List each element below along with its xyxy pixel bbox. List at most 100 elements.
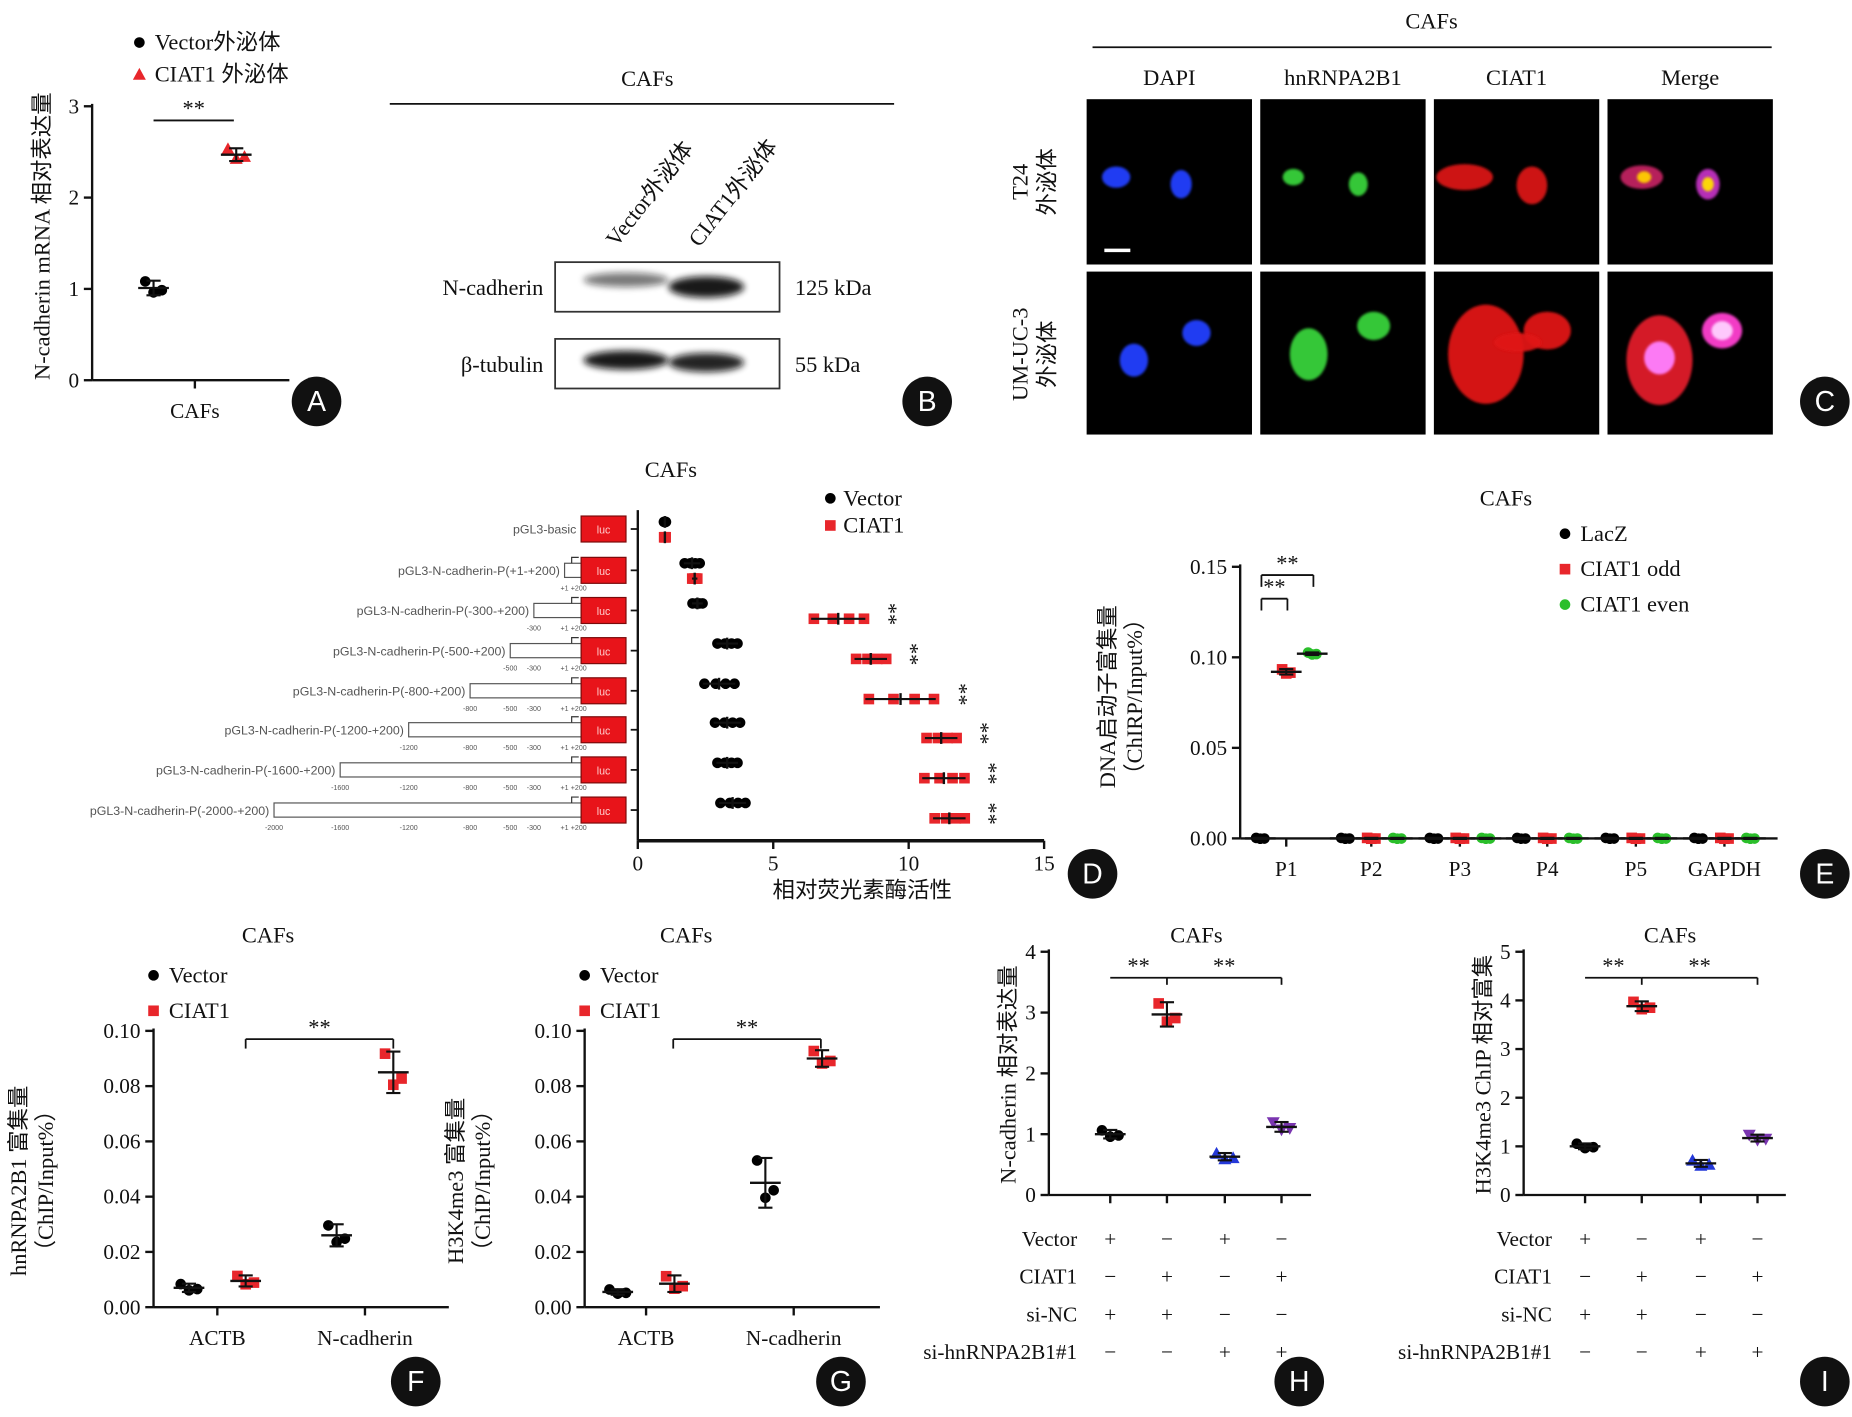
row-label: T24 [1008, 164, 1033, 200]
chart-title: CAFs [660, 922, 712, 947]
panel-letter-badge [1800, 376, 1850, 427]
cell-signal [1436, 164, 1493, 191]
legend-label: LacZ [1580, 521, 1627, 546]
row-label: 外泌体 [1035, 148, 1060, 215]
construct-row: -1200 -800 -500 -300 +1 +200 luc [400, 716, 627, 752]
significance-label: ** [877, 603, 902, 625]
data-point [1759, 1133, 1773, 1146]
y-tick-label: 3 [1500, 1037, 1511, 1061]
micrograph-hnrnpa2b1 [1260, 99, 1426, 265]
panel-letter-badge [1067, 849, 1118, 899]
lane-label: CIAT1外泌体 [683, 135, 782, 251]
treatment-value: − [1636, 1340, 1648, 1364]
construct-coordinate: -300 [527, 784, 541, 792]
blot-title: CAFs [621, 66, 673, 91]
data-point [232, 1270, 243, 1282]
luciferase-box [580, 556, 627, 584]
tss-arrow-icon [571, 637, 579, 644]
y-axis-label: DNA启动子富集量 [1095, 605, 1120, 788]
panel-letter-badge [1800, 1356, 1850, 1407]
treatment-value: − [1752, 1227, 1764, 1251]
treatment-value: + [1579, 1227, 1591, 1251]
y-tick-label: 0.06 [103, 1129, 140, 1153]
construct-row: -500 -300 +1 +200 luc [503, 637, 627, 673]
treatment-value: − [1752, 1302, 1764, 1326]
tss-arrow-icon [571, 796, 579, 803]
legend-label: Vector [600, 962, 659, 987]
data-point [1266, 1117, 1280, 1130]
treatment-label: si-NC [1501, 1302, 1552, 1326]
construct-coordinate: +200 [571, 705, 587, 713]
x-tick-label: P4 [1536, 857, 1559, 881]
legend-marker [825, 520, 836, 531]
chart-title: CAFs [1480, 485, 1532, 510]
luciferase-label: luc [597, 725, 611, 737]
construct-coordinate: +1 [561, 705, 569, 713]
blot-size-label: 55 kDa [795, 352, 860, 377]
luciferase-label: luc [597, 606, 611, 618]
luciferase-box [580, 637, 627, 665]
x-tick-label: P1 [1275, 857, 1297, 881]
legend-marker [825, 492, 836, 504]
y-axis-label-unit: （ChIP/Input%） [470, 1099, 495, 1262]
significance-label: ** [1276, 550, 1298, 575]
treatment-value: − [1579, 1340, 1591, 1364]
construct-coordinate: -1600 [331, 784, 349, 792]
legend-label: Vector [843, 485, 902, 510]
cell-signal [1516, 166, 1548, 205]
treatment-value: − [1161, 1227, 1173, 1251]
treatment-value: − [1579, 1265, 1591, 1289]
x-tick-label: N-cadherin [317, 1326, 413, 1350]
treatment-value: − [1219, 1302, 1231, 1326]
construct-coordinate: +200 [571, 665, 587, 673]
construct-coordinate: -500 [503, 705, 517, 713]
row-label: UM-UC-3 [1008, 308, 1033, 401]
data-point [1742, 1129, 1756, 1142]
cell-signal [1182, 320, 1211, 346]
y-tick-label: 0.00 [1190, 826, 1227, 850]
panel-letter: A [307, 386, 326, 418]
protein-band [583, 272, 669, 287]
significance-label: ** [977, 802, 1002, 824]
luciferase-box [580, 677, 627, 705]
tss-arrow-icon [571, 677, 579, 684]
construct-row: -300 +1 +200 luc [527, 596, 627, 633]
construct-row: luc [580, 515, 627, 543]
luciferase-box [580, 756, 627, 784]
construct-coordinate: -800 [463, 705, 477, 713]
panel-letter-badge [902, 376, 952, 427]
micrograph-merge [1607, 271, 1773, 435]
construct-coordinate: -800 [463, 784, 477, 792]
data-point [808, 1045, 820, 1057]
y-tick-label: 0.00 [534, 1295, 571, 1319]
significance-label: ** [1263, 574, 1285, 599]
promoter-region [408, 722, 582, 738]
construct-coordinate: -300 [527, 705, 541, 713]
x-tick-label: GAPDH [1688, 857, 1761, 881]
cell-signal [1644, 341, 1675, 375]
cell-signal [1348, 172, 1368, 197]
treatment-label: si-hnRNPA2B1#1 [923, 1340, 1077, 1364]
channel-header: CIAT1 [1486, 65, 1547, 90]
y-tick-label: 0.06 [534, 1129, 571, 1153]
legend-marker [1559, 528, 1571, 540]
treatment-label: si-hnRNPA2B1#1 [1398, 1340, 1552, 1364]
construct-coordinate: +200 [571, 584, 587, 592]
significance-label: ** [947, 683, 972, 705]
panel-letter: F [407, 1366, 424, 1398]
legend-marker [579, 1005, 590, 1017]
y-tick-label: 0.08 [103, 1074, 140, 1098]
promoter-region [563, 562, 582, 579]
luciferase-label: luc [597, 646, 611, 658]
panel-letter: H [1289, 1366, 1309, 1398]
cell-signal [1170, 170, 1192, 199]
cell-signal [1119, 343, 1149, 377]
y-tick-label: 5 [1500, 940, 1511, 964]
chart-title: CAFs [1170, 922, 1222, 947]
chart-title: CAFs [645, 457, 697, 482]
y-axis-label: H3K4me3 富集量 [443, 1098, 468, 1264]
y-tick-label: 0.04 [534, 1185, 572, 1209]
data-point [768, 1184, 779, 1196]
